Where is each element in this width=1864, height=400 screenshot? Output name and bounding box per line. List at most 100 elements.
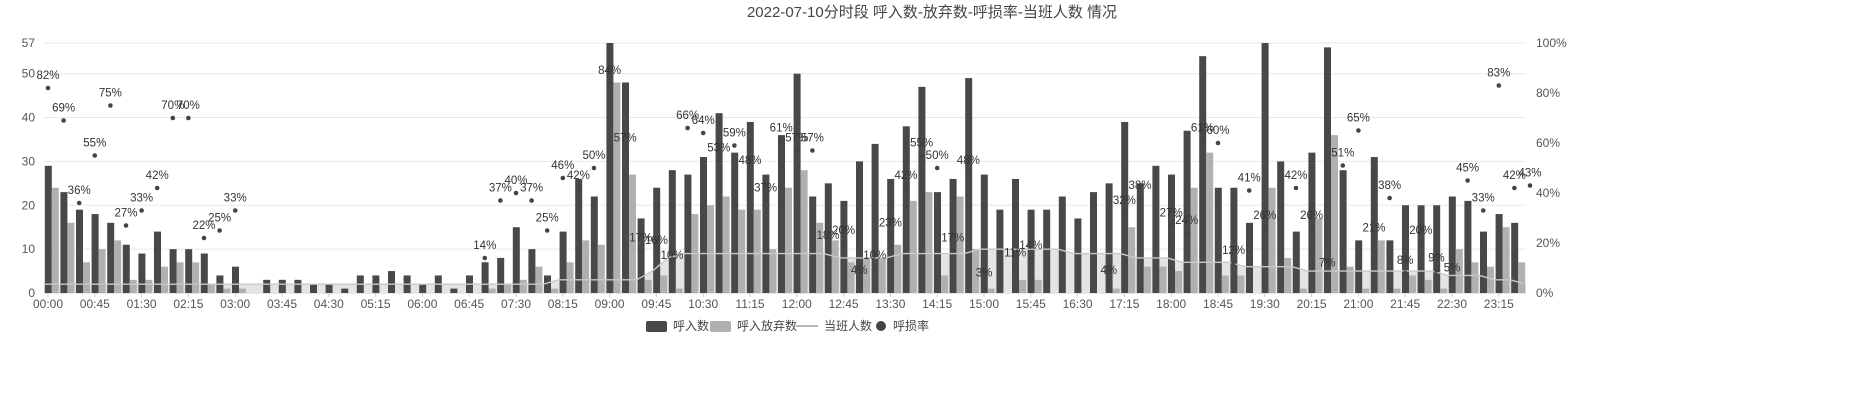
rate-data-label: 14%	[1019, 240, 1042, 252]
bar-calls	[809, 196, 817, 293]
bar-calls	[746, 121, 754, 293]
x-tick-label: 06:00	[407, 297, 437, 311]
bar-abandoned	[1128, 227, 1136, 293]
rate-dot	[841, 240, 846, 246]
rate-dot	[763, 198, 768, 203]
y-left-tick-label: 0	[28, 286, 35, 300]
bar-calls	[793, 73, 801, 293]
bar-calls	[528, 249, 536, 293]
bar-calls	[637, 218, 645, 293]
rate-dot	[498, 198, 503, 203]
bar-calls	[1183, 130, 1191, 293]
bar-abandoned	[597, 244, 605, 293]
bar-calls	[76, 209, 83, 293]
rate-data-label: 66%	[676, 110, 699, 122]
bar-abandoned	[1034, 279, 1042, 293]
x-tick-label: 03:45	[267, 297, 297, 311]
bar-abandoned	[161, 266, 168, 293]
bar-calls	[185, 249, 193, 293]
y-left-tick-label: 20	[22, 198, 36, 212]
rate-data-label: 11%	[1004, 248, 1026, 260]
bar-calls	[778, 135, 785, 293]
bar-calls	[980, 174, 988, 293]
bar-abandoned	[1284, 257, 1292, 293]
rate-dot	[76, 200, 82, 206]
y-right-tick-label: 60%	[1536, 136, 1560, 150]
x-tick-label: 23:15	[1484, 297, 1514, 311]
rate-dot	[1028, 255, 1034, 261]
bar-calls	[668, 170, 676, 293]
rate-data-label: 27%	[1160, 208, 1183, 220]
rate-data-label: 38%	[1378, 180, 1401, 192]
bar-abandoned	[1331, 135, 1338, 293]
bar-abandoned	[987, 288, 995, 293]
bar-calls	[1308, 152, 1316, 293]
x-tick-label: 09:00	[595, 297, 625, 311]
bar-abandoned	[129, 279, 137, 293]
x-tick-label: 17:15	[1109, 297, 1139, 311]
bar-calls	[1168, 174, 1175, 293]
bar-calls	[1511, 222, 1519, 293]
bar-abandoned	[519, 279, 527, 293]
bar-calls	[1417, 205, 1425, 293]
bar-abandoned	[1518, 262, 1526, 293]
bar-abandoned	[941, 275, 948, 293]
rate-dot	[700, 130, 706, 136]
rate-dot	[201, 235, 207, 241]
bar-calls	[1292, 231, 1300, 293]
bar-calls	[200, 253, 208, 293]
bar-abandoned	[566, 262, 574, 293]
bar-calls	[1386, 240, 1394, 293]
rate-data-label: 42%	[146, 170, 169, 182]
bar-calls	[60, 192, 68, 293]
bar-calls	[824, 183, 832, 293]
rate-data-label: 57%	[785, 133, 808, 145]
bar-abandoned	[1159, 266, 1167, 293]
bar-calls	[278, 279, 286, 293]
rate-dot	[856, 280, 862, 286]
bar-calls	[497, 257, 505, 293]
rate-dot	[778, 138, 784, 143]
bar-abandoned	[1377, 240, 1385, 293]
rate-dot	[950, 248, 956, 253]
bar-abandoned	[972, 249, 980, 293]
rate-data-label: 51%	[1331, 148, 1354, 160]
bar-abandoned	[738, 209, 746, 293]
bar-abandoned	[753, 209, 761, 293]
bar-abandoned	[1424, 279, 1432, 293]
rate-dot	[1262, 225, 1268, 231]
bar-calls	[934, 192, 941, 293]
bar-abandoned	[1502, 227, 1510, 293]
bar-calls	[1214, 187, 1222, 293]
rate-data-label: 50%	[926, 150, 949, 162]
bar-abandoned	[644, 279, 652, 293]
rate-dot	[888, 233, 893, 238]
bar-abandoned	[223, 288, 231, 293]
bar-calls	[1495, 214, 1503, 293]
bar-abandoned	[504, 284, 512, 293]
bar-calls	[341, 288, 349, 293]
bar-calls	[1230, 187, 1238, 293]
rate-data-label: 83%	[1487, 68, 1510, 80]
rate-dot	[810, 148, 815, 153]
rate-data-label: 22%	[192, 220, 215, 232]
rate-data-label: 27%	[114, 208, 137, 220]
rate-dot	[186, 115, 191, 121]
rate-dot	[1309, 225, 1314, 231]
bar-calls	[1433, 205, 1441, 293]
rate-dot	[1434, 268, 1439, 273]
rate-dot	[1496, 83, 1502, 88]
x-tick-label: 00:00	[33, 297, 63, 311]
x-tick-label: 08:15	[548, 297, 578, 311]
rate-dot	[1184, 230, 1190, 236]
rate-dot	[1402, 270, 1408, 276]
bar-abandoned	[1019, 279, 1026, 293]
rate-data-label: 37%	[489, 183, 512, 195]
rate-dot	[622, 148, 628, 153]
bar-abandoned	[660, 275, 668, 293]
rate-dot	[1215, 140, 1221, 146]
rate-dot	[544, 228, 550, 233]
rate-data-label: 40%	[504, 175, 527, 187]
bar-calls	[419, 284, 427, 293]
rate-dot	[232, 208, 238, 213]
